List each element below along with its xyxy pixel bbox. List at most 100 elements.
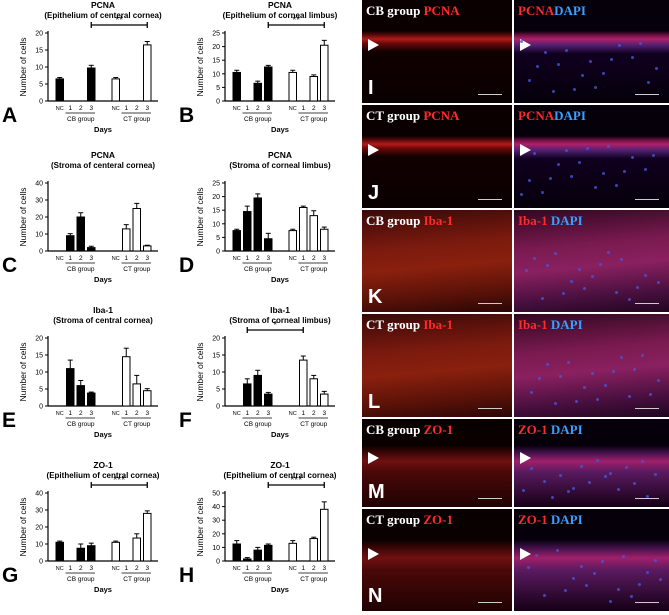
significance-stars: ** bbox=[292, 15, 300, 26]
bar bbox=[122, 228, 131, 252]
merge-label: ZO-1 DAPI bbox=[518, 512, 583, 527]
x-tick-label: 3 bbox=[145, 565, 149, 572]
x-tick-label: 1 bbox=[301, 565, 305, 572]
x-tick-label: 3 bbox=[322, 255, 326, 262]
x-axis-label: Days bbox=[94, 275, 112, 284]
x-tick-label: 3 bbox=[145, 105, 149, 112]
y-tick-label: 10 bbox=[35, 370, 43, 377]
nucleus-dot bbox=[657, 281, 660, 284]
x-tick-label: 3 bbox=[145, 255, 149, 262]
x-tick-label: 3 bbox=[89, 410, 93, 417]
nucleus-dot bbox=[615, 184, 618, 187]
x-tick-label: 1 bbox=[68, 565, 72, 572]
x-tick-label: NC bbox=[112, 411, 120, 417]
nucleus-dot bbox=[541, 297, 544, 300]
x-tick-label: NC bbox=[233, 566, 241, 572]
nucleus-dot bbox=[525, 269, 528, 272]
nucleus-dot bbox=[602, 172, 605, 175]
nucleus-dot bbox=[530, 391, 533, 394]
arrowhead-icon bbox=[368, 452, 379, 465]
group-label-cb: CB group bbox=[67, 576, 95, 583]
bar bbox=[253, 82, 262, 102]
x-tick-label: 3 bbox=[266, 105, 270, 112]
x-tick-label: NC bbox=[233, 256, 241, 262]
nucleus-dot bbox=[564, 589, 567, 592]
nucleus-dot bbox=[644, 274, 647, 277]
x-tick-label: NC bbox=[233, 106, 241, 112]
nucleus-dot bbox=[612, 370, 615, 373]
x-tick-label: 3 bbox=[266, 410, 270, 417]
nucleus-dot bbox=[646, 495, 649, 498]
x-axis-label: Days bbox=[94, 125, 112, 134]
bar bbox=[243, 383, 252, 407]
chart-subtitle: (Epithelium of corneal limbus) bbox=[223, 11, 338, 20]
bar-chart-a: PCNA(Epithelium of centeral cornea) 0 5 10 1… bbox=[18, 0, 162, 134]
y-tick-label: 20 bbox=[35, 31, 43, 38]
y-tick-label: 0 bbox=[39, 559, 43, 566]
bar-chart-c: PCNA(Stroma of centeral cornea) 0 10 20 30 40… bbox=[18, 150, 158, 284]
chart-subtitle: (Epithelium of central cornea) bbox=[224, 471, 337, 480]
nucleus-dot bbox=[544, 51, 547, 54]
nucleus-dot bbox=[551, 496, 554, 499]
chart-title: Iba-1 bbox=[93, 305, 113, 315]
nucleus-dot bbox=[633, 482, 636, 485]
nucleus-dot bbox=[638, 583, 641, 586]
arrowhead-icon bbox=[368, 144, 379, 157]
nucleus-dot bbox=[578, 161, 581, 164]
panel-letter: L bbox=[368, 391, 381, 413]
x-tick-label: 1 bbox=[124, 105, 128, 112]
bar bbox=[76, 216, 85, 252]
x-tick-label: 1 bbox=[245, 410, 249, 417]
bar bbox=[132, 537, 141, 562]
nucleus-dot bbox=[586, 147, 589, 150]
nucleus-dot bbox=[554, 402, 557, 405]
x-tick-label: 1 bbox=[301, 105, 305, 112]
bar bbox=[253, 549, 262, 562]
nucleus-dot bbox=[628, 395, 631, 398]
chart-subtitle: (Stroma of central cornea) bbox=[53, 316, 153, 325]
arrowhead-icon bbox=[520, 144, 531, 157]
stain-label: CT group PCNA bbox=[366, 108, 460, 123]
nucleus-dot bbox=[620, 356, 623, 359]
merge-label: PCNADAPI bbox=[518, 108, 586, 123]
group-label-cb: CB group bbox=[67, 266, 95, 273]
panel-letter: D bbox=[179, 254, 195, 277]
nucleus-dot bbox=[594, 186, 597, 189]
micrograph-i-single: CB group PCNA I bbox=[362, 0, 512, 103]
bar bbox=[66, 368, 75, 407]
x-tick-label: 1 bbox=[301, 410, 305, 417]
x-tick-label: 2 bbox=[256, 255, 260, 262]
y-tick-label: 15 bbox=[212, 208, 220, 215]
nucleus-dot bbox=[641, 354, 644, 357]
chart-title: ZO-1 bbox=[93, 460, 113, 470]
group-label-ct: CT group bbox=[123, 266, 150, 273]
merge-label: PCNADAPI bbox=[518, 3, 586, 18]
group-label-ct: CT group bbox=[300, 266, 327, 273]
x-tick-label: 1 bbox=[124, 255, 128, 262]
nucleus-dot bbox=[630, 595, 633, 598]
panel-letter: H bbox=[179, 564, 195, 587]
arrowhead-icon bbox=[520, 39, 531, 52]
nucleus-dot bbox=[594, 86, 597, 89]
nucleus-dot bbox=[647, 81, 650, 84]
bar bbox=[288, 230, 297, 252]
y-tick-label: 0 bbox=[39, 404, 43, 411]
chart-subtitle: (Epithelium of centeral cornea) bbox=[44, 11, 162, 20]
nucleus-dot bbox=[641, 460, 644, 463]
nucleus-dot bbox=[585, 584, 588, 587]
scale-bar bbox=[478, 498, 502, 499]
nucleus-dot bbox=[528, 179, 531, 182]
bar bbox=[309, 215, 318, 252]
nucleus-dot bbox=[609, 472, 612, 475]
x-tick-label: 2 bbox=[135, 105, 139, 112]
x-tick-label: 1 bbox=[68, 255, 72, 262]
y-axis-label: Number of cells bbox=[18, 187, 28, 246]
nucleus-dot bbox=[639, 42, 642, 45]
chart-panel-g: ZO-1 (Epithelium of central cornea) 0 10 20 3… bbox=[0, 460, 180, 610]
chart-title: ZO-1 bbox=[270, 460, 290, 470]
nucleus-dot bbox=[543, 480, 546, 483]
stain-label: CB group ZO-1 bbox=[366, 422, 454, 437]
micrograph-m-merge: ZO-1 DAPI bbox=[514, 419, 669, 507]
x-tick-label: 2 bbox=[135, 410, 139, 417]
y-axis-label: Number of cells bbox=[18, 37, 28, 96]
